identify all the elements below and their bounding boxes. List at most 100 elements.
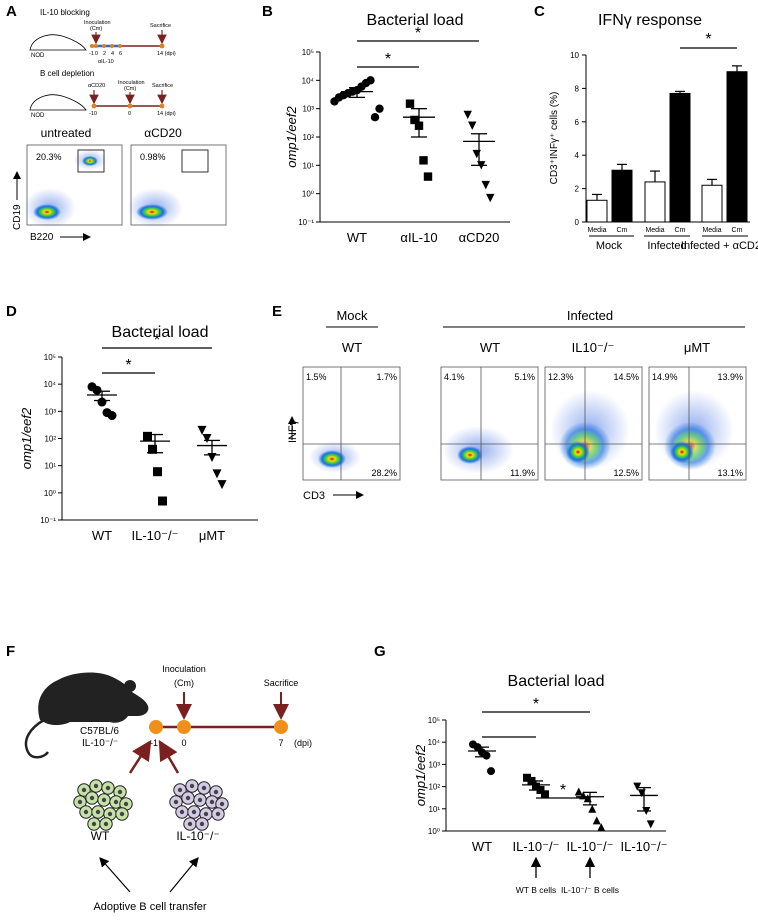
b-cell-nucleus bbox=[103, 821, 109, 827]
b-cell-nucleus bbox=[197, 797, 203, 803]
il10-b-cells bbox=[169, 779, 229, 831]
gate bbox=[77, 149, 105, 173]
chart-title: Bacterial load bbox=[112, 324, 209, 341]
panel-label: G bbox=[374, 643, 386, 660]
mouse-ear bbox=[124, 680, 136, 692]
bar-label: Cm bbox=[732, 227, 743, 234]
timepoint bbox=[159, 103, 165, 109]
donor-wt-label: WT bbox=[91, 829, 110, 843]
x-tick-label: WT bbox=[92, 528, 112, 543]
chart-title: Bacterial load bbox=[367, 12, 464, 29]
bar bbox=[726, 71, 748, 223]
quadrant-lr: 13.1% bbox=[717, 468, 743, 478]
data-point bbox=[148, 444, 157, 454]
data-point bbox=[574, 787, 583, 796]
data-point bbox=[370, 112, 380, 122]
quadrant-ul: 1.5% bbox=[306, 372, 327, 382]
y-tick-label: 10 bbox=[570, 51, 579, 60]
transfer-arrow bbox=[128, 739, 152, 774]
b-cell-nucleus bbox=[201, 785, 207, 791]
significance-star: * bbox=[415, 25, 421, 42]
bar-label: Cm bbox=[675, 227, 686, 234]
y-tick-label: 10¹ bbox=[44, 462, 56, 471]
panel-a: A IL-10 blocking NOD Inoculation (Cm) Sa… bbox=[6, 3, 227, 243]
treatment-label: αCD20 bbox=[88, 83, 105, 89]
mouse-label: NOD bbox=[31, 53, 45, 59]
b-cell-nucleus bbox=[219, 801, 225, 807]
b-cell-nucleus bbox=[91, 821, 97, 827]
b-cell-nucleus bbox=[105, 785, 111, 791]
data-point bbox=[481, 180, 490, 190]
y-axis-label: omp1/eef2 bbox=[413, 744, 428, 806]
y-tick-label: 10⁵ bbox=[302, 48, 314, 57]
group-label: Infected bbox=[647, 240, 686, 252]
x-tick-label: μMT bbox=[199, 528, 225, 543]
b-cell-nucleus bbox=[185, 795, 191, 801]
flow-plot-mock-wt: 1.5% 1.7% 28.2% bbox=[302, 366, 401, 481]
b-cell-nucleus bbox=[119, 811, 125, 817]
y-tick-label: 10⁰ bbox=[302, 190, 314, 199]
x-tick-label: IL-10⁻/⁻ bbox=[621, 839, 668, 854]
y-tick-label: 10⁻¹ bbox=[298, 218, 314, 227]
y-axis-label: CD3⁺INFγ⁺ cells (%) bbox=[549, 92, 560, 185]
quadrant-ur: 14.5% bbox=[613, 372, 639, 382]
b-cell-nucleus bbox=[81, 787, 87, 793]
mouse-icon bbox=[29, 94, 87, 111]
panel-label-f: F bbox=[6, 643, 15, 660]
x-tick-label: WT bbox=[347, 230, 367, 245]
panel-f: F C57BL/6 IL-10⁻/⁻ Inoculation (Cm) Sacr… bbox=[6, 643, 312, 913]
y-tick-label: 0 bbox=[575, 218, 580, 227]
quadrant-lr: 12.5% bbox=[613, 468, 639, 478]
y-tick-label: 10⁴ bbox=[44, 380, 57, 389]
bar-label: Media bbox=[702, 227, 721, 234]
significance-star: * bbox=[705, 31, 711, 48]
timepoint bbox=[177, 720, 191, 734]
data-point bbox=[197, 425, 207, 435]
data-point bbox=[646, 820, 655, 829]
b-cell-nucleus bbox=[191, 809, 197, 815]
caption-arrow bbox=[99, 857, 131, 893]
x-sublabel: IL-10⁻/⁻ B cells bbox=[561, 885, 619, 895]
y-tick-label: 10⁰ bbox=[44, 489, 56, 498]
y-axis-label: CD19 bbox=[12, 204, 23, 230]
b-cell-nucleus bbox=[123, 801, 129, 807]
plot-title: WT bbox=[480, 340, 500, 355]
flow-title: untreated bbox=[41, 126, 92, 140]
significance-star: * bbox=[125, 357, 131, 374]
b-cell-depletion-scheme: B cell depletion NOD αCD20 Inoculation (… bbox=[29, 69, 176, 119]
b-cell-nucleus bbox=[203, 811, 209, 817]
tick-label: 7 bbox=[278, 738, 283, 748]
timepoint bbox=[118, 44, 122, 48]
caption-arrow bbox=[169, 857, 199, 893]
b-cell-nucleus bbox=[199, 821, 205, 827]
timepoint bbox=[102, 44, 106, 48]
plot-title: WT bbox=[342, 340, 362, 355]
tick-label: 6 bbox=[119, 51, 122, 57]
b-cell-nucleus bbox=[179, 809, 185, 815]
data-point bbox=[541, 790, 549, 799]
x-tick-label: αCD20 bbox=[459, 230, 500, 245]
data-point bbox=[202, 434, 212, 443]
x-tick-label: IL-10⁻/⁻ bbox=[132, 528, 179, 543]
timepoint bbox=[149, 720, 163, 734]
inoculation-label: Inoculation bbox=[162, 664, 206, 674]
y-tick-label: 10² bbox=[44, 435, 56, 444]
b-cell-nucleus bbox=[209, 799, 215, 805]
flow-plot-infected-il10: 12.3% 14.5% 12.5% bbox=[544, 366, 643, 481]
data-point bbox=[468, 121, 477, 130]
inoculation-sub: (Cm) bbox=[90, 26, 102, 32]
data-point bbox=[410, 115, 419, 125]
cell-population bbox=[33, 204, 61, 220]
tick-label: 4 bbox=[111, 51, 114, 57]
b-cell-nucleus bbox=[173, 799, 179, 805]
y-tick-label: 10¹ bbox=[302, 161, 314, 170]
tick-label: 14 (dpi) bbox=[157, 51, 176, 57]
cell-population bbox=[136, 204, 168, 220]
data-point bbox=[212, 469, 222, 479]
timepoint bbox=[94, 44, 98, 48]
data-point bbox=[588, 804, 597, 813]
x-axis-label: CD3 bbox=[303, 490, 325, 502]
significance-star: * bbox=[154, 332, 160, 349]
timepoint bbox=[91, 103, 97, 109]
gate-percent: 0.98% bbox=[140, 152, 166, 162]
